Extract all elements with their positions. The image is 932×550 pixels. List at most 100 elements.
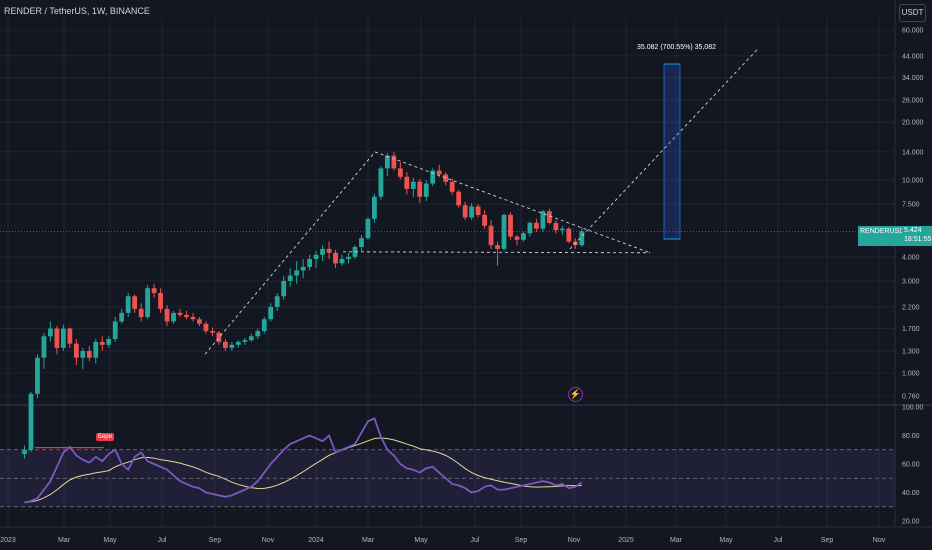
candle-body	[300, 266, 306, 271]
candle-body	[35, 357, 40, 394]
candle-body	[28, 393, 34, 450]
time-axis-label: Sep	[821, 537, 834, 544]
candle-body	[93, 341, 99, 358]
candle-body	[384, 155, 390, 169]
trend-line-support	[204, 151, 376, 355]
candle-body	[352, 247, 358, 257]
currency-button[interactable]: USDT	[899, 4, 926, 22]
buy-annotation-tag[interactable]: Бери	[96, 433, 114, 441]
candle-body	[501, 214, 507, 249]
candle-body	[495, 245, 500, 249]
candle-body	[48, 328, 53, 337]
candle-body	[22, 449, 27, 455]
time-axis-label: Sep	[515, 537, 528, 544]
lightning-icon[interactable]: ⚡	[568, 387, 583, 402]
candle-body	[456, 191, 462, 206]
candle-body	[197, 319, 202, 324]
candle-body	[475, 206, 481, 215]
candle-body	[430, 170, 436, 184]
rsi-line	[24, 417, 583, 504]
price-axis-label: 2.200	[902, 304, 920, 311]
price-axis-label: 7.500	[902, 202, 920, 209]
candle-body	[534, 222, 539, 229]
candle-body	[151, 288, 157, 293]
candle-body	[546, 211, 552, 223]
symbol-price-tag: RENDERUSDT	[858, 226, 909, 246]
time-axis-label: May	[414, 537, 428, 544]
candle-body	[372, 196, 377, 219]
candle-body	[145, 288, 151, 318]
price-axis-label: 1.000	[902, 371, 920, 378]
price-axis-label: 34.000	[902, 75, 924, 82]
price-range-measure-box	[663, 63, 681, 240]
candle-body	[164, 308, 170, 322]
candle-body	[67, 328, 73, 344]
time-axis-label: 2023	[0, 537, 16, 544]
rsi-axis-label: 40.00	[902, 490, 920, 497]
candle-body	[248, 336, 254, 341]
rsi-axis-label: 60.00	[902, 462, 920, 469]
candle-body	[378, 168, 384, 197]
time-axis-label: Mar	[362, 537, 375, 544]
symbol-title[interactable]: RENDER / TetherUS, 1W, BINANCE	[4, 6, 150, 16]
candle-body	[177, 312, 183, 315]
candle-body	[119, 312, 125, 322]
candle-body	[287, 275, 293, 281]
last-price-value: 5.424	[904, 227, 922, 234]
candle-body	[86, 351, 92, 358]
price-axis-label: 14.000	[902, 149, 924, 156]
candle-body	[281, 280, 287, 297]
candle-body	[203, 323, 209, 332]
candle-body	[171, 312, 176, 322]
candle-body	[527, 222, 533, 234]
time-axis-label: Jul	[774, 537, 783, 544]
price-axis-label: 3.000	[902, 278, 920, 285]
time-axis-label: Jul	[471, 537, 480, 544]
candle-body	[482, 214, 487, 226]
candle-body	[443, 174, 449, 182]
time-axis-label: Nov	[568, 537, 581, 544]
candle-body	[566, 228, 572, 242]
candle-body	[73, 343, 79, 358]
time-axis-label: May	[719, 537, 733, 544]
symbol-price-tag-label: RENDERUSDT	[860, 228, 909, 235]
triangle-upper-line	[374, 151, 651, 254]
price-axis-label: 44.000	[902, 53, 924, 60]
candle-body	[540, 211, 546, 229]
candle-body	[346, 256, 351, 259]
candle-body	[579, 231, 585, 246]
candle-body	[320, 248, 325, 255]
candle-body	[99, 341, 105, 345]
candle-body	[80, 351, 86, 358]
candle-body	[294, 270, 300, 276]
candle-body	[235, 341, 241, 345]
candle-body	[255, 331, 261, 337]
candle-body	[106, 339, 112, 345]
candle-body	[326, 248, 332, 253]
candle-body	[410, 181, 416, 189]
time-axis-label: Jul	[158, 537, 167, 544]
candle-body	[397, 168, 403, 177]
triangle-base-line	[342, 251, 651, 254]
time-axis-label: Mar	[670, 537, 683, 544]
candle-body	[242, 340, 248, 342]
candle-body	[462, 205, 468, 218]
candle-body	[229, 344, 235, 348]
projection-line	[569, 48, 759, 250]
price-axis-label: 1.300	[902, 349, 920, 356]
candle-body	[222, 341, 228, 348]
candle-body	[365, 218, 371, 239]
price-range-measure-label: 35.082 (700.55%) 35,082	[637, 44, 717, 51]
candle-body	[359, 238, 364, 248]
time-axis-label: Nov	[262, 537, 275, 544]
candle-body	[132, 296, 138, 309]
candle-body	[184, 314, 189, 318]
candle-body	[449, 181, 455, 192]
candle-body	[274, 296, 280, 307]
time-axis-label: 2024	[308, 537, 324, 544]
candle-body	[158, 292, 163, 309]
candle-body	[559, 228, 565, 231]
candle-body	[190, 317, 196, 320]
candle-body	[423, 183, 429, 197]
